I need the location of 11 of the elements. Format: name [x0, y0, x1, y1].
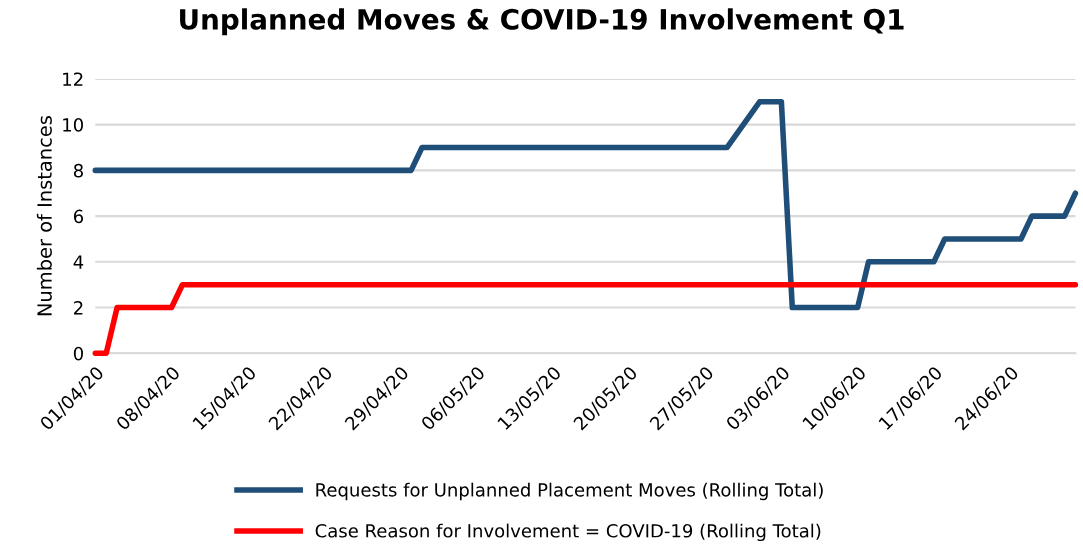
legend-label: Requests for Unplanned Placement Moves (Rolling Total) — [316, 482, 823, 501]
legend-label: Case Reason for Involvement = COVID-19 (Rolling Total) — [315, 523, 821, 542]
y-tick-label: 6 — [73, 209, 84, 224]
y-axis-title: Number of Instances — [36, 116, 52, 316]
y-tick-label: 2 — [74, 301, 83, 315]
y-tick-label: 0 — [73, 346, 83, 361]
y-tick-label: 12 — [63, 72, 83, 86]
chart-title: Unplanned Moves & COVID-19 Involvement Q1 — [180, 8, 904, 36]
y-tick-label: 10 — [63, 118, 83, 132]
y-tick-label: 8 — [73, 163, 83, 178]
y-tick-label: 4 — [73, 255, 84, 269]
